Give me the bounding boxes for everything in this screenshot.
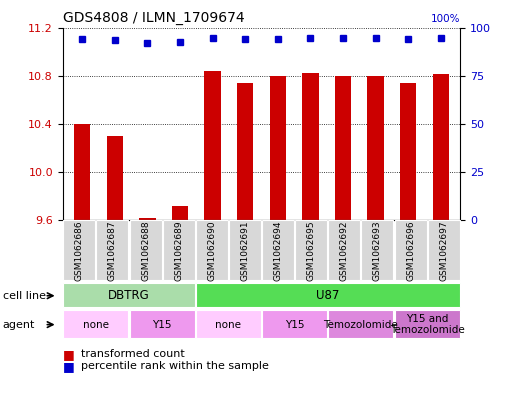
Bar	[74, 124, 90, 220]
Text: none: none	[215, 320, 242, 330]
Bar	[172, 206, 188, 220]
Bar	[204, 71, 221, 220]
Text: GSM1062688: GSM1062688	[141, 220, 150, 281]
Text: DBTRG: DBTRG	[108, 289, 150, 302]
Text: agent: agent	[3, 320, 35, 330]
Text: GSM1062696: GSM1062696	[406, 220, 415, 281]
Text: Y15: Y15	[285, 320, 304, 330]
Bar	[237, 83, 253, 220]
Text: 100%: 100%	[431, 14, 460, 24]
Text: Y15: Y15	[152, 320, 172, 330]
Bar	[335, 75, 351, 220]
Bar	[270, 75, 286, 220]
Text: none: none	[83, 320, 109, 330]
Text: Temozolomide: Temozolomide	[324, 320, 398, 330]
Text: GSM1062695: GSM1062695	[306, 220, 316, 281]
Text: GSM1062687: GSM1062687	[108, 220, 117, 281]
Text: cell line: cell line	[3, 291, 46, 301]
Text: GSM1062689: GSM1062689	[174, 220, 183, 281]
Bar	[367, 75, 384, 220]
Bar	[302, 73, 319, 220]
Text: GSM1062691: GSM1062691	[241, 220, 249, 281]
Text: GSM1062694: GSM1062694	[274, 220, 282, 281]
Text: transformed count: transformed count	[81, 349, 185, 360]
Bar	[433, 74, 449, 220]
Text: GSM1062690: GSM1062690	[207, 220, 217, 281]
Text: ■: ■	[63, 360, 74, 373]
Text: Y15 and
Temozolomide: Y15 and Temozolomide	[390, 314, 464, 335]
Text: GDS4808 / ILMN_1709674: GDS4808 / ILMN_1709674	[63, 11, 244, 25]
Text: GSM1062692: GSM1062692	[340, 220, 349, 281]
Text: ■: ■	[63, 348, 74, 361]
Text: GSM1062686: GSM1062686	[75, 220, 84, 281]
Text: GSM1062697: GSM1062697	[439, 220, 448, 281]
Bar	[107, 136, 123, 220]
Text: percentile rank within the sample: percentile rank within the sample	[81, 361, 269, 371]
Text: U87: U87	[316, 289, 339, 302]
Text: GSM1062693: GSM1062693	[373, 220, 382, 281]
Bar	[139, 218, 156, 220]
Bar	[400, 83, 416, 220]
